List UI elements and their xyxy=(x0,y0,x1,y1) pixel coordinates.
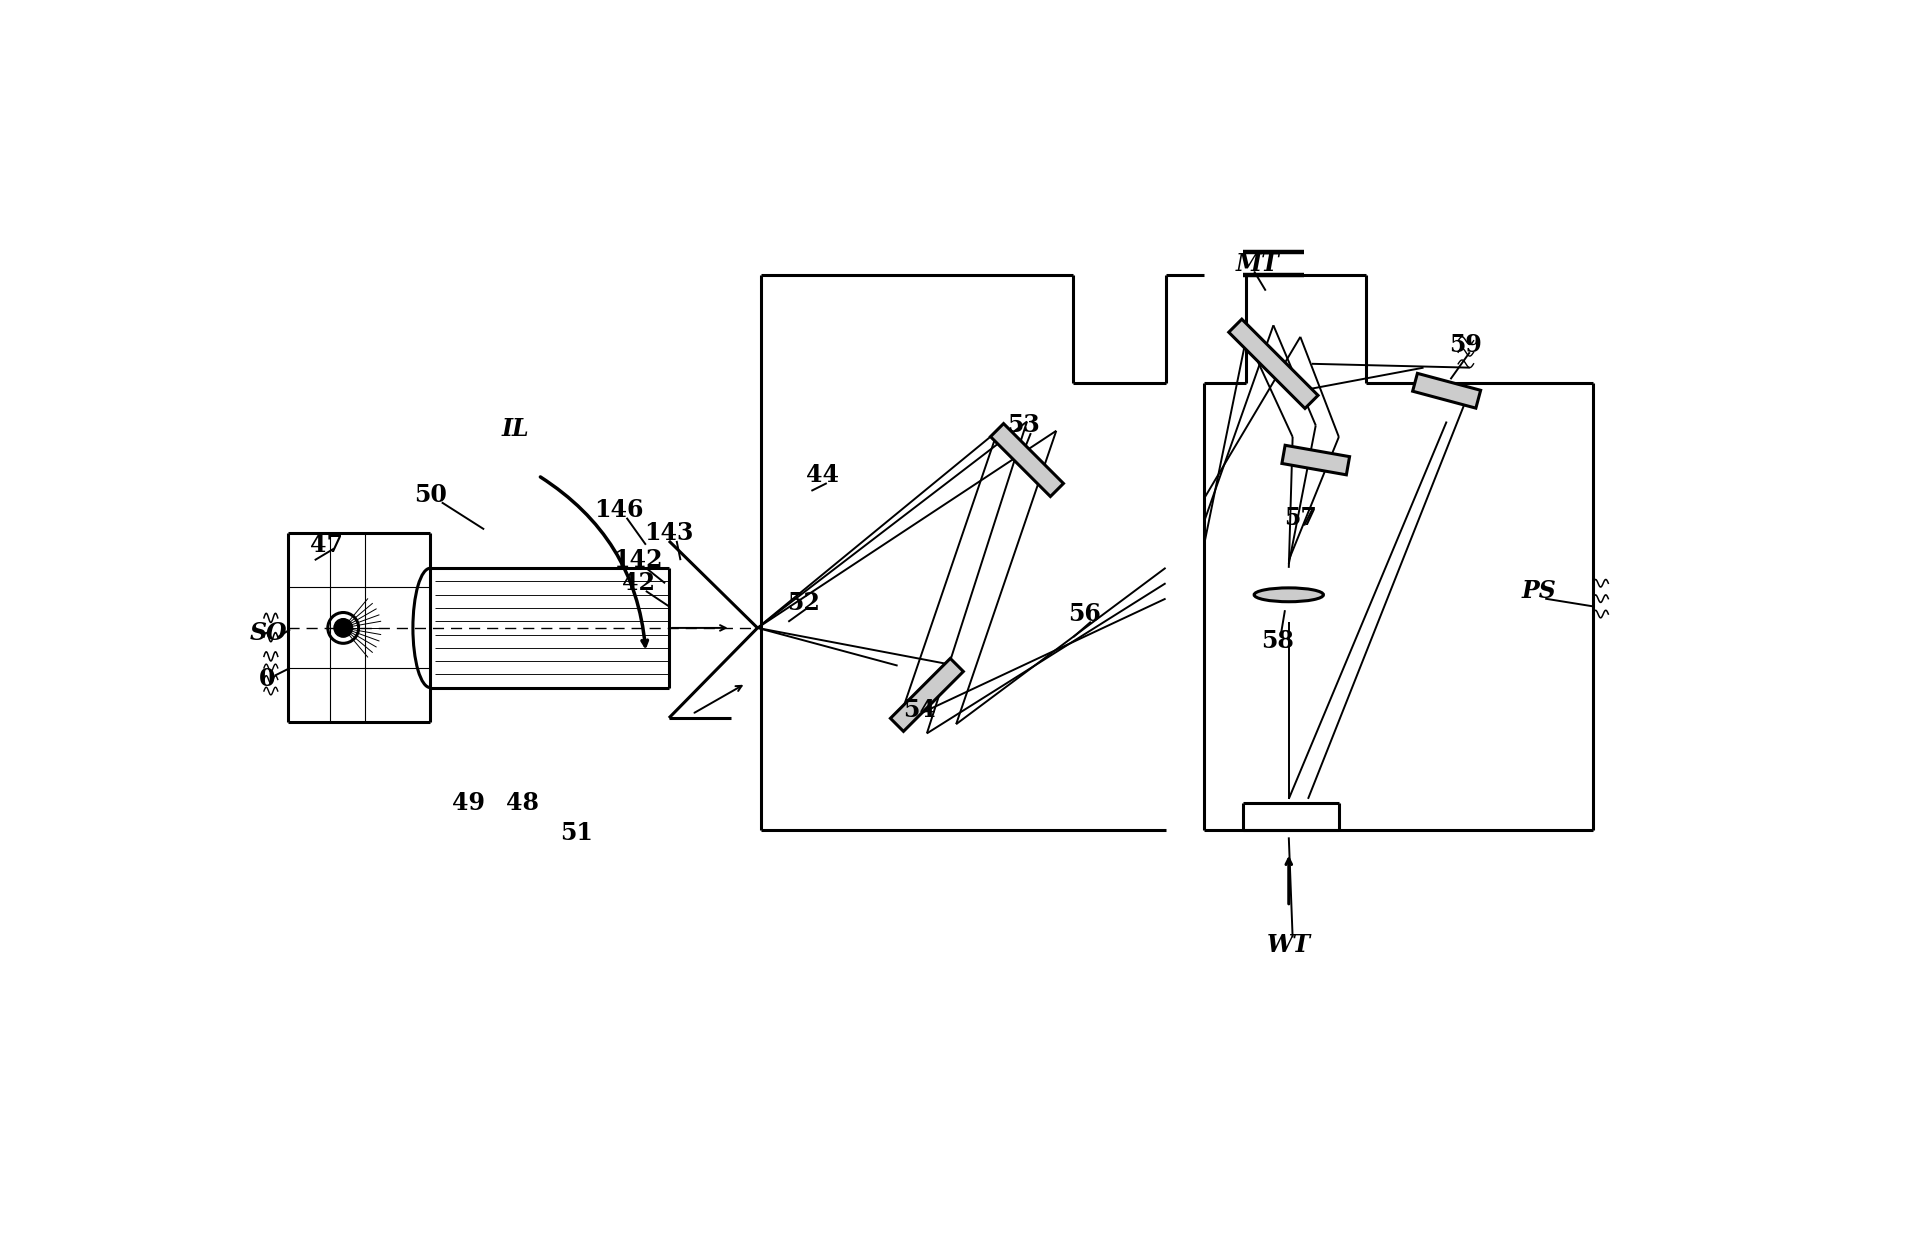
Text: 146: 146 xyxy=(595,498,643,522)
Text: 53: 53 xyxy=(1007,414,1040,437)
Text: 51: 51 xyxy=(560,821,593,846)
Polygon shape xyxy=(891,658,962,731)
Text: MT: MT xyxy=(1236,252,1280,275)
Text: 50: 50 xyxy=(414,483,447,506)
Text: 49: 49 xyxy=(452,790,485,815)
Text: 47: 47 xyxy=(310,532,343,557)
Polygon shape xyxy=(1282,446,1349,474)
Text: 142: 142 xyxy=(614,548,662,572)
Polygon shape xyxy=(991,424,1063,496)
Ellipse shape xyxy=(1255,588,1324,601)
Text: SO: SO xyxy=(250,621,287,646)
Circle shape xyxy=(335,619,352,637)
Text: 59: 59 xyxy=(1450,332,1482,357)
Text: 143: 143 xyxy=(645,521,693,545)
Polygon shape xyxy=(1228,319,1319,409)
Text: 42: 42 xyxy=(622,572,654,595)
Text: WT: WT xyxy=(1267,934,1311,957)
Text: 44: 44 xyxy=(807,463,839,488)
Polygon shape xyxy=(1413,373,1480,408)
Text: 48: 48 xyxy=(506,790,539,815)
Text: IL: IL xyxy=(500,417,529,441)
Text: 57: 57 xyxy=(1284,506,1317,530)
Text: PS: PS xyxy=(1521,579,1557,603)
Text: 58: 58 xyxy=(1261,629,1294,653)
Text: 54: 54 xyxy=(903,698,936,722)
Text: 56: 56 xyxy=(1068,601,1101,626)
Text: 0: 0 xyxy=(258,667,275,692)
Text: 52: 52 xyxy=(787,590,820,615)
